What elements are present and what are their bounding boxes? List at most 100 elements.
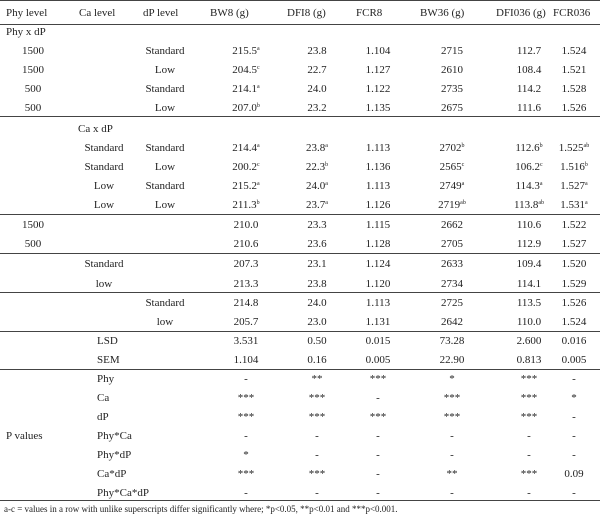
- table-cell-value: 1.525: [558, 142, 584, 154]
- significance-superscript: ab: [583, 143, 590, 149]
- table-cell: -: [338, 389, 418, 407]
- table-row: Ca *** *** - *** *** *: [0, 389, 600, 407]
- table-cell-value: ***: [520, 411, 538, 423]
- table-row: low 205.7 23.0 1.131 2642 110.0 1.524: [0, 313, 600, 331]
- column-header: FCR036: [553, 7, 591, 19]
- significance-superscript: a: [585, 200, 588, 206]
- significance-superscript: a: [539, 181, 543, 187]
- table-row: Standard Standard 214.4a 23.8a 1.113 2702b 112…: [0, 139, 600, 157]
- table-row: 500 Standard 214.1a 24.0 1.122 2735 114.2 1.528: [0, 80, 600, 98]
- table-cell: ***: [206, 465, 286, 483]
- table-cell: **: [412, 465, 492, 483]
- significance-superscript: b: [461, 143, 465, 149]
- table-cell: Phy*Ca*dP: [97, 484, 149, 502]
- table-cell-value: 73.28: [439, 335, 465, 347]
- table-cell: 23.8a: [277, 139, 357, 157]
- table-cell: 1.124: [338, 255, 418, 273]
- table-cell-value: 1.520: [561, 258, 587, 270]
- table-cell-value: 111.6: [517, 102, 541, 114]
- table-cell: 1.526: [534, 294, 600, 312]
- table-cell: 2610: [412, 61, 492, 79]
- table-cell-value: 2735: [441, 83, 463, 95]
- table-cell: -: [338, 484, 418, 502]
- significance-superscript: ab: [460, 200, 466, 206]
- footnote: a-c = values in a row with unlike supers…: [4, 504, 398, 514]
- significance-superscript: c: [257, 65, 260, 71]
- significance-superscript: c: [257, 162, 260, 168]
- table-cell-value: 1.104: [233, 354, 259, 366]
- table-row: P values Phy*Ca - - - - - -: [0, 427, 600, 445]
- table-cell-value: 22.90: [439, 354, 465, 366]
- table-cell: 1.135: [338, 99, 418, 117]
- table-cell: 2725: [412, 294, 492, 312]
- table-cell: 1.131: [338, 313, 418, 331]
- table-cell: 500: [0, 80, 73, 98]
- table-cell-value: 1.526: [561, 102, 587, 114]
- table-cell: Phy*Ca: [97, 427, 132, 445]
- table-cell: ***: [277, 389, 357, 407]
- table-cell-value: ***: [369, 373, 387, 385]
- table-cell-value: 2702: [439, 142, 462, 154]
- table-cell: 1.113: [338, 139, 418, 157]
- table-cell-value: SEM: [97, 354, 120, 366]
- table-cell-value: Low: [154, 102, 176, 114]
- table-cell: 23.3: [277, 216, 357, 234]
- table-cell-value: ***: [308, 468, 326, 480]
- table-cell-value: -: [572, 449, 576, 461]
- table-cell: SEM: [97, 351, 120, 369]
- table-cell: ***: [206, 389, 286, 407]
- significance-superscript: a: [461, 181, 465, 187]
- table-cell-value: LSD: [97, 335, 118, 347]
- table-cell: 23.6: [277, 235, 357, 253]
- table-cell: 2662: [412, 216, 492, 234]
- table-cell: ***: [489, 370, 569, 388]
- table-cell: **: [277, 370, 357, 388]
- table-cell-value: 0.016: [561, 335, 587, 347]
- table-cell-value: 1.126: [365, 199, 391, 211]
- table-cell-value: -: [450, 430, 454, 442]
- table-cell-value: 500: [24, 83, 42, 95]
- table-cell-value: **: [446, 468, 458, 480]
- table-cell-value: -: [450, 487, 454, 499]
- table-cell: Low: [64, 196, 144, 214]
- table-cell: Standard: [64, 158, 144, 176]
- table-cell-value: 1.526: [561, 297, 587, 309]
- table-cell: ***: [412, 389, 492, 407]
- table-cell-value: -: [244, 487, 248, 499]
- table-cell-value: Phy: [97, 373, 115, 385]
- table-cell-value: Phy*dP: [97, 449, 132, 461]
- table-cell: 23.8: [277, 42, 357, 60]
- table-cell-value: 24.0: [307, 297, 327, 309]
- table-cell-value: 500: [24, 238, 42, 250]
- table-cell: 205.7: [206, 313, 286, 331]
- table-cell: 210.6: [206, 235, 286, 253]
- table-cell-value: 114.1: [516, 278, 542, 290]
- table-cell-value: P values: [6, 430, 43, 442]
- table-cell-value: Standard: [84, 258, 124, 270]
- table-cell: 111.6: [489, 99, 569, 117]
- table-cell: -: [277, 484, 357, 502]
- table-cell: 1.521: [534, 61, 600, 79]
- table-cell: -: [206, 370, 286, 388]
- table-cell-value: ***: [308, 392, 326, 404]
- table-cell-value: Standard: [145, 142, 185, 154]
- table-cell-value: -: [315, 449, 319, 461]
- table-cell: Standard: [125, 294, 205, 312]
- table-cell-value: 23.8: [307, 45, 327, 57]
- table-row: 500 Low 207.0b 23.2 1.135 2675 111.6 1.526: [0, 99, 600, 117]
- table-cell-value: 1.528: [561, 83, 587, 95]
- table-cell-value: 2715: [441, 45, 463, 57]
- table-cell: Standard: [125, 177, 205, 195]
- table-cell: 23.0: [277, 313, 357, 331]
- table-cell: -: [412, 446, 492, 464]
- table-row: 1500 Standard 215.5a 23.8 1.104 2715 112.7 1.52…: [0, 42, 600, 60]
- table-cell: 1.128: [338, 235, 418, 253]
- table-cell: 23.8: [277, 275, 357, 293]
- table-cell: 1.524: [534, 313, 600, 331]
- column-header: BW36 (g): [420, 7, 465, 19]
- table-cell-value: 1.113: [365, 142, 391, 154]
- table-cell-value: 1.527: [560, 180, 586, 192]
- table-cell-value: 210.6: [233, 238, 259, 250]
- table-cell-value: 112.9: [516, 238, 542, 250]
- table-cell: Standard: [125, 42, 205, 60]
